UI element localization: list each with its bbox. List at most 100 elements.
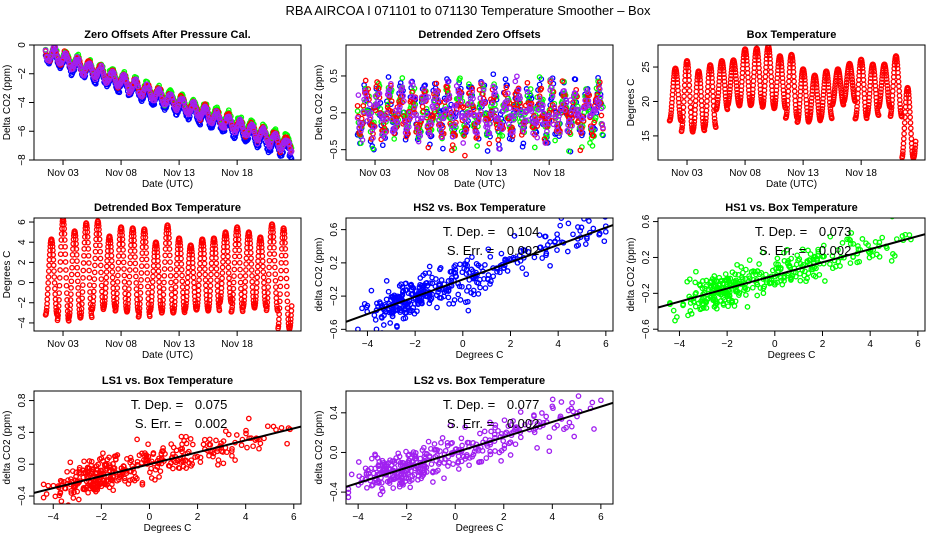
data-point xyxy=(679,125,685,131)
data-point xyxy=(552,137,558,144)
data-point xyxy=(179,278,186,285)
y-tick-label: 4 xyxy=(17,239,28,245)
data-point xyxy=(435,289,441,295)
data-point xyxy=(196,266,203,272)
data-point xyxy=(372,317,379,323)
data-point xyxy=(231,253,238,260)
x-tick-label: Nov 13 xyxy=(475,168,507,179)
data-point xyxy=(133,280,140,286)
data-point xyxy=(137,283,144,290)
data-point xyxy=(575,224,581,230)
data-point xyxy=(110,294,117,301)
data-point xyxy=(150,263,157,269)
data-point xyxy=(761,95,767,101)
data-point xyxy=(894,58,900,65)
data-point xyxy=(157,297,164,304)
data-point xyxy=(138,263,145,269)
data-point xyxy=(813,76,819,83)
data-point xyxy=(890,83,896,90)
data-point xyxy=(705,286,712,293)
data-point xyxy=(56,290,63,296)
data-point xyxy=(481,99,488,106)
data-point xyxy=(104,258,110,264)
data-point xyxy=(475,291,482,297)
data-point xyxy=(44,296,51,303)
data-point xyxy=(213,271,220,278)
data-point xyxy=(855,90,861,97)
data-point xyxy=(354,102,361,109)
data-point xyxy=(492,89,498,96)
data-point xyxy=(49,238,55,244)
regression-line xyxy=(346,224,613,323)
x-tick-label: Nov 13 xyxy=(163,339,195,350)
data-point xyxy=(271,257,278,264)
data-point xyxy=(225,264,232,271)
data-point xyxy=(866,98,872,105)
data-point xyxy=(121,272,128,279)
data-point xyxy=(362,87,368,94)
data-point xyxy=(473,260,480,267)
data-point xyxy=(487,253,494,260)
data-point xyxy=(559,78,566,84)
data-point xyxy=(768,69,774,75)
data-point xyxy=(708,68,715,74)
data-point xyxy=(207,282,214,289)
data-point xyxy=(284,305,291,312)
data-point xyxy=(277,283,284,290)
data-point xyxy=(219,264,226,271)
data-point xyxy=(95,220,102,227)
data-point xyxy=(584,235,590,242)
data-point xyxy=(696,71,703,78)
data-point xyxy=(496,145,502,152)
data-point xyxy=(726,89,733,96)
data-point xyxy=(768,73,775,80)
data-point xyxy=(399,84,406,90)
data-point xyxy=(464,288,470,294)
data-point xyxy=(570,105,576,112)
x-tick-label: Nov 03 xyxy=(47,168,79,179)
data-point xyxy=(385,288,392,295)
data-point xyxy=(165,224,171,231)
data-point xyxy=(743,54,750,61)
data-point xyxy=(73,240,79,247)
data-point xyxy=(81,239,88,246)
data-point xyxy=(208,265,215,272)
x-tick-label: Nov 18 xyxy=(533,168,565,179)
plot-frame xyxy=(345,217,614,332)
data-point xyxy=(499,133,506,139)
data-point xyxy=(720,68,727,74)
data-point xyxy=(173,272,180,279)
data-point xyxy=(403,123,410,130)
data-point xyxy=(86,275,93,281)
data-point xyxy=(360,108,367,115)
data-point xyxy=(598,105,605,112)
data-point xyxy=(536,232,543,238)
data-point xyxy=(57,259,64,265)
data-point xyxy=(358,120,365,127)
data-point xyxy=(264,295,271,301)
data-point xyxy=(386,92,393,99)
data-point xyxy=(814,88,820,94)
data-point xyxy=(566,117,573,124)
data-point xyxy=(882,67,889,74)
data-point xyxy=(51,274,58,280)
data-point xyxy=(696,73,703,80)
data-point xyxy=(173,266,180,273)
data-point xyxy=(66,310,73,317)
data-point xyxy=(230,279,237,286)
data-point xyxy=(552,238,558,245)
data-point xyxy=(362,77,369,84)
data-point xyxy=(249,278,256,285)
data-point xyxy=(453,83,460,89)
data-point xyxy=(768,83,775,89)
data-point xyxy=(284,298,291,305)
data-point xyxy=(109,269,116,275)
data-point xyxy=(761,83,768,89)
data-point xyxy=(124,304,131,311)
data-point xyxy=(246,231,253,237)
data-point xyxy=(236,241,242,248)
data-point xyxy=(474,143,480,149)
data-point xyxy=(733,76,739,82)
data-point xyxy=(401,113,407,119)
